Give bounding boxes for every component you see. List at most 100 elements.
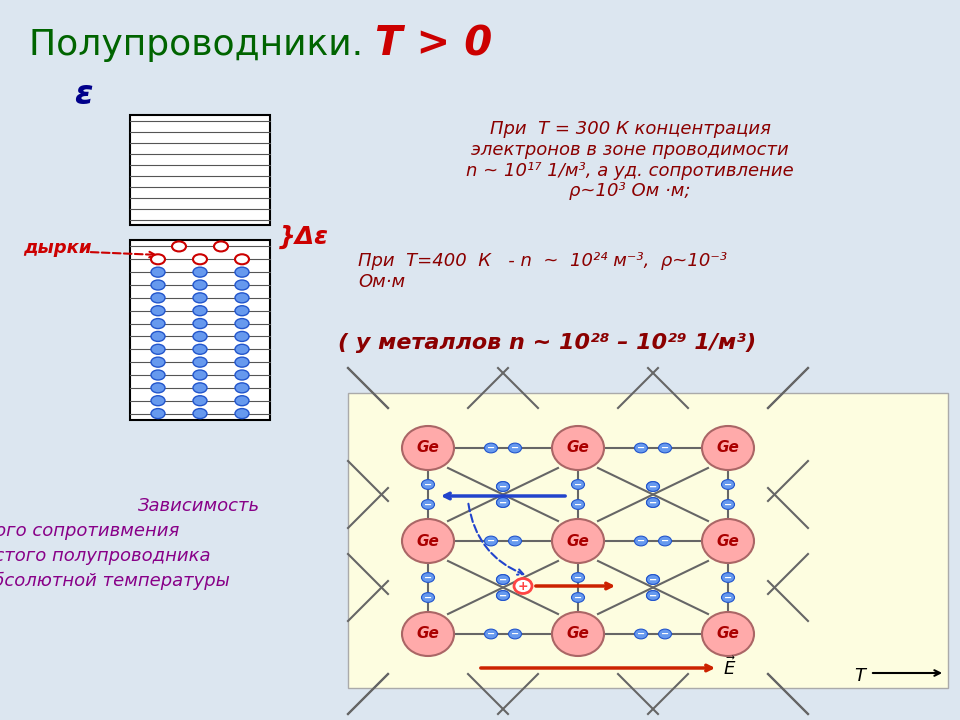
Ellipse shape [172, 241, 186, 251]
Ellipse shape [235, 280, 249, 290]
Ellipse shape [509, 443, 521, 453]
Text: −: − [649, 498, 657, 508]
Ellipse shape [702, 426, 754, 470]
Ellipse shape [151, 357, 165, 367]
Ellipse shape [496, 575, 510, 585]
Text: −: − [649, 575, 657, 585]
Ellipse shape [571, 480, 585, 490]
Ellipse shape [646, 498, 660, 508]
Ellipse shape [571, 593, 585, 603]
Ellipse shape [193, 344, 207, 354]
Ellipse shape [235, 331, 249, 341]
Text: Ge: Ge [716, 534, 739, 549]
Ellipse shape [193, 357, 207, 367]
Ellipse shape [722, 572, 734, 582]
Text: −: − [499, 575, 507, 585]
Text: −: − [424, 500, 432, 510]
Text: −: − [574, 500, 582, 510]
Ellipse shape [509, 629, 521, 639]
Ellipse shape [421, 480, 435, 490]
Ellipse shape [235, 254, 249, 264]
Ellipse shape [151, 344, 165, 354]
Bar [130, 115, 270, 225]
Ellipse shape [193, 306, 207, 315]
Ellipse shape [151, 370, 165, 380]
Ellipse shape [235, 370, 249, 380]
Text: −: − [487, 536, 495, 546]
Ellipse shape [193, 396, 207, 405]
Ellipse shape [151, 396, 165, 405]
Text: ε: ε [74, 78, 92, 112]
Text: −: − [636, 536, 645, 546]
Text: −: − [487, 443, 495, 453]
Text: −: − [499, 575, 507, 585]
Ellipse shape [402, 612, 454, 656]
Ellipse shape [151, 280, 165, 290]
Ellipse shape [496, 498, 510, 508]
Ellipse shape [485, 629, 497, 639]
Ellipse shape [235, 344, 249, 354]
Ellipse shape [496, 590, 510, 600]
Ellipse shape [646, 498, 660, 508]
Text: −: − [424, 572, 432, 582]
Bar [130, 240, 270, 420]
Text: Ge: Ge [417, 626, 440, 642]
Ellipse shape [485, 443, 497, 453]
Ellipse shape [496, 482, 510, 491]
Ellipse shape [702, 519, 754, 563]
Ellipse shape [402, 426, 454, 470]
Text: −: − [660, 443, 669, 453]
Text: от абсолютной температуры: от абсолютной температуры [0, 572, 230, 590]
Text: Ge: Ge [417, 534, 440, 549]
Ellipse shape [485, 536, 497, 546]
Text: −: − [724, 480, 732, 490]
Text: −: − [649, 590, 657, 600]
Text: −: − [487, 629, 495, 639]
Text: Т > 0: Т > 0 [375, 25, 492, 65]
Text: −: − [660, 629, 669, 639]
Ellipse shape [421, 593, 435, 603]
Text: −: − [724, 500, 732, 510]
Ellipse shape [235, 318, 249, 328]
Ellipse shape [193, 254, 207, 264]
Text: Ge: Ge [566, 534, 589, 549]
Ellipse shape [193, 408, 207, 418]
Ellipse shape [635, 443, 647, 453]
Text: −: − [499, 482, 507, 492]
Ellipse shape [193, 293, 207, 303]
Ellipse shape [514, 578, 532, 593]
Ellipse shape [635, 536, 647, 546]
Ellipse shape [552, 612, 604, 656]
Ellipse shape [722, 480, 734, 490]
Text: удельного сопротивмения: удельного сопротивмения [0, 522, 180, 540]
Text: −: − [649, 575, 657, 585]
Ellipse shape [635, 629, 647, 639]
Ellipse shape [151, 408, 165, 418]
Ellipse shape [151, 383, 165, 393]
Ellipse shape [235, 383, 249, 393]
Ellipse shape [659, 629, 671, 639]
Ellipse shape [235, 408, 249, 418]
Ellipse shape [571, 500, 585, 509]
Text: −: − [499, 590, 507, 600]
Text: −: − [499, 590, 507, 600]
Ellipse shape [151, 267, 165, 277]
Text: −: − [424, 480, 432, 490]
Text: Ge: Ge [716, 441, 739, 456]
Text: −: − [499, 498, 507, 508]
Text: −: − [636, 443, 645, 453]
Text: −: − [424, 593, 432, 603]
Ellipse shape [722, 593, 734, 603]
Ellipse shape [151, 331, 165, 341]
Text: ( у металлов n ~ 10²⁸ – 10²⁹ 1/м³): ( у металлов n ~ 10²⁸ – 10²⁹ 1/м³) [338, 333, 756, 353]
Ellipse shape [646, 482, 660, 491]
Text: −: − [649, 482, 657, 492]
Ellipse shape [509, 536, 521, 546]
Text: −: − [636, 629, 645, 639]
Ellipse shape [235, 267, 249, 277]
Text: −: − [649, 498, 657, 508]
Text: −: − [660, 536, 669, 546]
Text: +: + [517, 580, 528, 593]
Ellipse shape [235, 293, 249, 303]
Ellipse shape [193, 318, 207, 328]
